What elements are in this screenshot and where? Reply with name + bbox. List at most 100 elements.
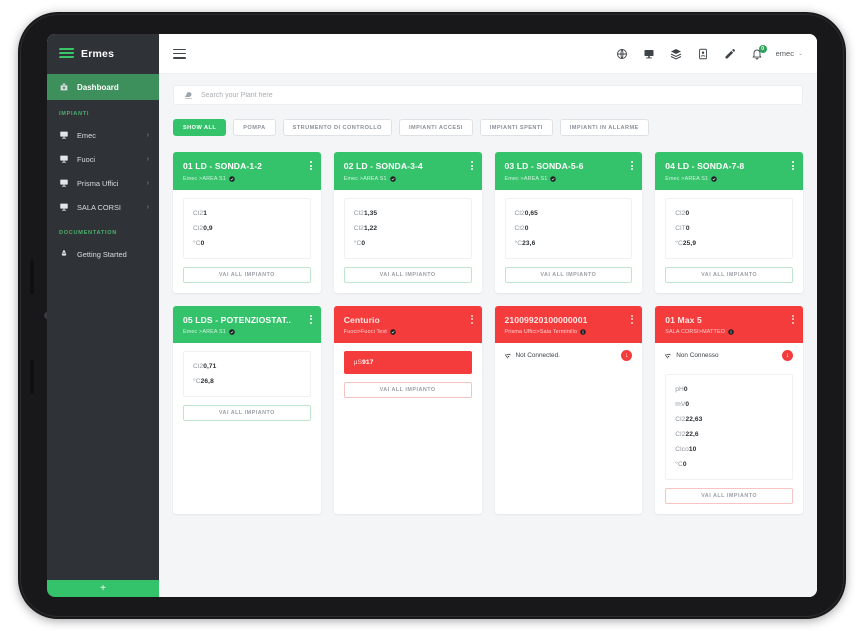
- sidebar-item-dashboard-label: Dashboard: [77, 82, 119, 92]
- sidebar-section-documentation-title: DOCUMENTATION: [59, 230, 117, 236]
- sidebar-item-prisma-uffici-label: Prisma Uffici: [77, 178, 119, 188]
- volume-down-button[interactable]: [30, 360, 34, 394]
- sidebar-add-button[interactable]: +: [47, 580, 159, 597]
- filter-impianti-accesi[interactable]: IMPIANTI ACCESI: [398, 119, 473, 136]
- chevron-right-icon: ›: [146, 203, 149, 211]
- card-title: 03 LD - SONDA-5-6: [504, 161, 584, 171]
- card-body: µS917 VAI ALL IMPIANTO: [334, 343, 482, 408]
- info-circle-icon: [580, 329, 586, 336]
- sidebar-item-fuoci[interactable]: Fuoci ›: [47, 147, 159, 171]
- reading-value: 0: [685, 401, 690, 409]
- go-to-plant-button[interactable]: VAI ALL IMPIANTO: [665, 488, 793, 505]
- go-to-plant-button[interactable]: VAI ALL IMPIANTO: [504, 266, 633, 283]
- card-menu-button[interactable]: [631, 161, 634, 171]
- filter-impianti-in-allarme[interactable]: IMPIANTI IN ALLARME: [559, 119, 649, 136]
- sidebar-item-getting-started[interactable]: Getting Started: [47, 242, 159, 266]
- download-alert-icon[interactable]: ↓: [621, 350, 633, 362]
- card-menu-button[interactable]: [470, 314, 473, 324]
- card-menu-button[interactable]: [631, 314, 634, 324]
- filter-impianti-spenti[interactable]: IMPIANTI SPENTI: [479, 119, 553, 136]
- card-body: Cl21 Cl20,9 °C0 VAI ALL IMPIANTO: [173, 190, 321, 293]
- card-title: 05 LDS - POTENZIOSTAT..: [183, 314, 291, 325]
- sidebar-item-prisma-uffici[interactable]: Prisma Uffici ›: [47, 171, 159, 195]
- card-menu-button[interactable]: [470, 161, 473, 171]
- card-subtitle-row: Prisma Uffici>Sala Terminillo: [505, 329, 633, 335]
- layers-icon[interactable]: [670, 48, 682, 60]
- reading-unit: Cl2: [193, 224, 204, 232]
- card-subtitle-row: Fuoci>Fuoci Test: [344, 329, 472, 335]
- plant-card[interactable]: 03 LD - SONDA-5-6 Emec >AREA S1: [494, 152, 643, 293]
- filter-button-group: SHOW ALL POMPA STRUMENTO DI CONTROLLO IM…: [173, 119, 803, 136]
- card-header: 21009920100000001 Prisma Uffici>Sala Ter…: [494, 305, 643, 344]
- card-title: 21009920100000001: [504, 314, 588, 325]
- brand-logo[interactable]: Ermes: [47, 34, 159, 74]
- hamburger-icon[interactable]: [173, 48, 186, 59]
- main-area: 0 emec ⌄ SHOW ALL POMPA: [159, 34, 817, 597]
- go-to-plant-button[interactable]: VAI ALL IMPIANTO: [343, 382, 472, 399]
- card-body: Cl21,35 Cl21,22 °C0 VAI ALL IMPIANTO: [334, 190, 482, 293]
- reading-value: 0: [685, 209, 690, 217]
- filter-strumento-di-controllo[interactable]: STRUMENTO DI CONTROLLO: [282, 119, 392, 136]
- card-menu-button[interactable]: [792, 161, 794, 171]
- plant-card-grid: 01 LD - SONDA-1-2 Emec >AREA S1: [173, 152, 803, 515]
- plant-card[interactable]: 21009920100000001 Prisma Uffici>Sala Ter…: [494, 305, 643, 515]
- bell-icon[interactable]: 0: [751, 44, 767, 60]
- plant-card[interactable]: 01 Max 5 SALA CORSI>MATTEO: [655, 305, 803, 515]
- reading-unit: pH: [675, 386, 684, 394]
- sidebar-item-sala-corsi-label: SALA CORSI: [77, 202, 121, 212]
- reading-unit: Cl2: [675, 209, 686, 217]
- card-subtitle: Fuoci>Fuoci Test: [343, 329, 387, 336]
- download-alert-icon[interactable]: ↓: [782, 350, 793, 362]
- reading-row: Cl222,63: [675, 412, 783, 427]
- reading-unit: µS: [353, 359, 363, 367]
- plant-card[interactable]: Centurio Fuoci>Fuoci Test: [333, 305, 482, 515]
- monitor-icon: [59, 154, 69, 164]
- filter-pompa[interactable]: POMPA: [233, 119, 276, 136]
- connection-status-text: Non Connesso: [676, 352, 719, 360]
- check-circle-icon: [389, 175, 396, 182]
- chevron-right-icon: ›: [146, 131, 149, 139]
- sidebar-section-impianti-title: IMPIANTI: [59, 111, 90, 117]
- contact-card-icon[interactable]: [697, 48, 709, 60]
- go-to-plant-button[interactable]: VAI ALL IMPIANTO: [183, 266, 311, 283]
- card-header: 05 LDS - POTENZIOSTAT.. Emec >AREA S1: [173, 305, 321, 344]
- plant-card[interactable]: 05 LDS - POTENZIOSTAT.. Emec >AREA S1: [173, 305, 321, 515]
- user-menu[interactable]: emec ⌄: [776, 49, 803, 58]
- sidebar-item-sala-corsi[interactable]: SALA CORSI ›: [47, 195, 159, 219]
- reading-row: °C26,8: [193, 374, 301, 389]
- card-subtitle-row: SALA CORSI>MATTEO: [665, 329, 793, 335]
- go-to-plant-button[interactable]: VAI ALL IMPIANTO: [183, 405, 311, 422]
- user-name: emec: [775, 49, 794, 58]
- sidebar-item-emec[interactable]: Emec ›: [47, 123, 159, 147]
- volume-up-button[interactable]: [30, 260, 34, 294]
- plant-card[interactable]: 01 LD - SONDA-1-2 Emec >AREA S1: [173, 152, 321, 293]
- card-menu-button[interactable]: [309, 314, 312, 324]
- go-to-plant-button[interactable]: VAI ALL IMPIANTO: [665, 266, 793, 283]
- globe-icon[interactable]: [616, 48, 628, 60]
- card-body: Cl20 ClT0 °C25,9 VAI ALL IMPIANTO: [655, 190, 803, 293]
- card-menu-button[interactable]: [309, 161, 312, 171]
- search-bar[interactable]: [173, 85, 803, 105]
- plant-card[interactable]: 04 LD - SONDA-7-8 Emec >AREA S1: [655, 152, 803, 293]
- monitor-icon[interactable]: [643, 48, 655, 60]
- card-header: 02 LD - SONDA-3-4 Emec >AREA S1: [333, 152, 482, 190]
- reading-unit: Cl2: [193, 363, 204, 371]
- pencil-icon[interactable]: [724, 48, 736, 60]
- monitor-icon: [59, 202, 69, 212]
- card-header: 04 LD - SONDA-7-8 Emec >AREA S1: [655, 152, 803, 190]
- readings-list: Cl20 ClT0 °C25,9: [665, 197, 793, 259]
- reading-row: Cl21,22: [354, 221, 462, 236]
- search-input[interactable]: [201, 91, 792, 99]
- card-subtitle: Emec >AREA S1: [504, 175, 548, 182]
- reading-value: 0: [682, 461, 687, 469]
- go-to-plant-button[interactable]: VAI ALL IMPIANTO: [343, 266, 472, 283]
- sidebar-item-dashboard[interactable]: Dashboard: [47, 74, 159, 100]
- filter-show-all[interactable]: SHOW ALL: [173, 119, 227, 136]
- card-menu-button[interactable]: [792, 314, 794, 324]
- check-circle-icon: [550, 175, 557, 182]
- plant-card[interactable]: 02 LD - SONDA-3-4 Emec >AREA S1: [333, 152, 482, 293]
- reading-row: Cl20,65: [515, 206, 623, 221]
- reading-row: °C25,9: [675, 236, 783, 251]
- reading-row: Cl21: [193, 206, 301, 221]
- connection-status-text: Not Connected.: [515, 352, 560, 360]
